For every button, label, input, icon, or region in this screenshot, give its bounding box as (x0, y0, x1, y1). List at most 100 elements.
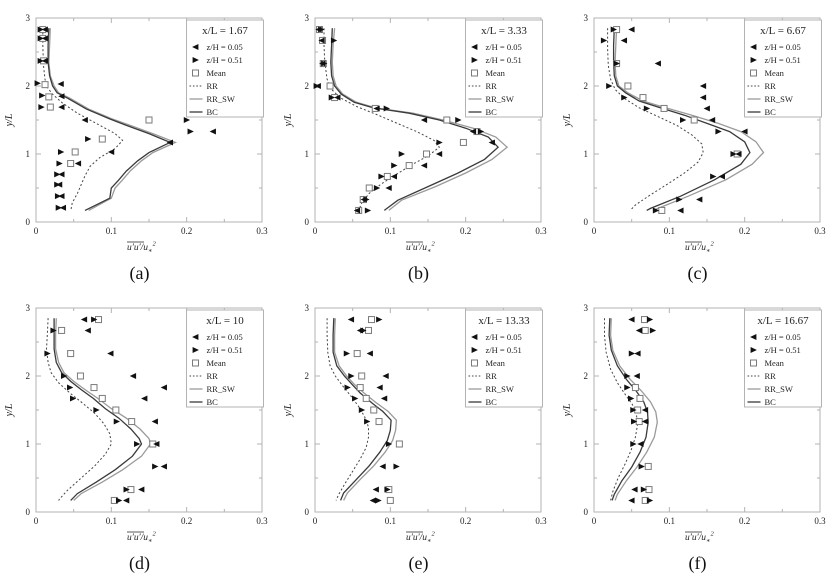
y-tick-label: 2 (584, 81, 589, 91)
tri-right-marker (610, 26, 617, 33)
subplot-d-caption: (d) (129, 553, 150, 573)
legend-item-label: RR (765, 371, 777, 381)
tri-left-marker (634, 350, 641, 357)
tri-right-marker (679, 117, 687, 123)
tri-right-marker (328, 94, 335, 101)
mean-marker (660, 104, 668, 112)
x-tick-label: 0 (313, 226, 318, 236)
bc-curve (608, 318, 649, 501)
mean-marker (98, 394, 106, 402)
tri-left-marker (620, 37, 628, 44)
subplot-c-plot: 0 0.1 0.2 0.3 0 1 2 3 y/L u′u′/u∗2 x/L = 6.67 z/H =… (562, 13, 826, 255)
tri-right-marker (70, 395, 77, 402)
tri-left-marker (58, 171, 65, 178)
subplot-f: 0 0.1 0.2 0.3 0 1 2 3 y/L u′u′/u∗2 x/L = 16.67 z/H … (558, 290, 837, 580)
legend-title: x/L = 10 (206, 315, 244, 327)
rr-sw-curve (614, 28, 765, 212)
subplot-f-caption: (f) (688, 553, 707, 573)
legend-item-label: z/H = 0.51 (486, 345, 522, 355)
legend-item-label: RR (486, 81, 498, 91)
mean-marker (67, 350, 75, 358)
y-tick-label: 1 (26, 149, 31, 159)
tri-right-marker (50, 327, 57, 334)
tri-left-marker (107, 350, 114, 357)
mean-marker (90, 384, 98, 392)
legend-tri-right-icon (192, 347, 199, 353)
y-tick-label: 1 (305, 149, 310, 159)
data-markers (343, 316, 403, 504)
mean-marker (41, 81, 49, 89)
tri-left-marker (469, 128, 477, 135)
subplot-c: 0 0.1 0.2 0.3 0 1 2 3 y/L u′u′/u∗2 x/L = 6.67 z/H =… (558, 0, 837, 290)
legend-item-label: BC (765, 107, 777, 117)
tri-right-marker (113, 418, 121, 425)
tri-left-marker (699, 83, 707, 89)
bc-curve (330, 28, 500, 211)
legend-tri-right-icon (750, 57, 757, 63)
x-tick-label: 0.3 (535, 226, 547, 236)
mean-marker (459, 138, 467, 146)
y-tick-label: 2 (305, 81, 310, 91)
tri-left-marker (334, 94, 341, 101)
mean-marker (443, 116, 451, 124)
legend-box (186, 19, 264, 118)
tri-left-marker (166, 139, 173, 146)
legend-tri-left-icon (750, 334, 757, 340)
tri-left-marker (376, 384, 383, 391)
tri-right-marker (67, 384, 74, 391)
y-tick-label: 1 (26, 439, 31, 449)
tri-left-marker (379, 463, 386, 470)
x-tick-label: 0.1 (385, 516, 396, 526)
mean-marker (405, 162, 413, 170)
tri-left-marker (138, 486, 145, 493)
tri-left-marker (385, 185, 392, 191)
tri-right-marker (631, 418, 638, 425)
y-tick-label: 2 (584, 371, 589, 381)
tri-left-marker (151, 418, 158, 425)
tri-right-marker (628, 395, 635, 402)
x-tick-label: 0.1 (106, 516, 117, 526)
tri-left-marker (635, 327, 643, 334)
legend-square-icon (471, 69, 478, 77)
mean-marker (690, 116, 698, 124)
tri-right-marker (358, 407, 366, 413)
data-markers (600, 26, 748, 214)
mean-marker (71, 148, 79, 156)
tri-left-marker (58, 104, 65, 111)
tri-left-marker (153, 441, 160, 447)
y-tick-label: 3 (305, 303, 310, 313)
y-axis-label: y/L (4, 113, 15, 127)
tri-left-marker (633, 373, 640, 379)
mean-marker (370, 406, 378, 414)
tri-left-marker (696, 196, 703, 203)
legend-item-label: BC (486, 397, 498, 407)
tri-left-marker (435, 151, 443, 157)
tri-left-marker (628, 316, 635, 323)
data-markers (44, 316, 167, 504)
tri-right-marker (628, 350, 636, 357)
x-tick-label: 0.1 (664, 226, 675, 236)
tri-left-marker (141, 395, 148, 402)
legend-item-label: RR_SW (765, 384, 793, 394)
tri-right-marker (352, 395, 359, 402)
tri-left-marker (637, 441, 644, 447)
axis-ticks (35, 307, 263, 513)
y-tick-label: 3 (584, 13, 589, 23)
rr-curve (42, 28, 124, 212)
tri-right-marker (710, 173, 717, 180)
mean-marker (636, 394, 644, 402)
legend-item-label: z/H = 0.51 (765, 55, 801, 65)
tri-right-marker (676, 196, 683, 203)
legend: x/L = 1.67 z/H = 0.05 z/H = 0.51 Mean RR RR_S… (186, 19, 264, 118)
tri-left-marker (318, 37, 325, 44)
tri-right-marker (115, 497, 123, 504)
data-markers (313, 26, 495, 214)
tri-right-marker (477, 128, 485, 135)
tri-right-marker (398, 151, 406, 157)
tri-right-marker (57, 148, 65, 155)
y-tick-label: 1 (584, 439, 589, 449)
y-tick-label: 3 (305, 13, 310, 23)
tri-right-marker (56, 160, 63, 167)
subplot-c-caption: (c) (687, 263, 708, 283)
tri-right-marker (348, 373, 355, 379)
